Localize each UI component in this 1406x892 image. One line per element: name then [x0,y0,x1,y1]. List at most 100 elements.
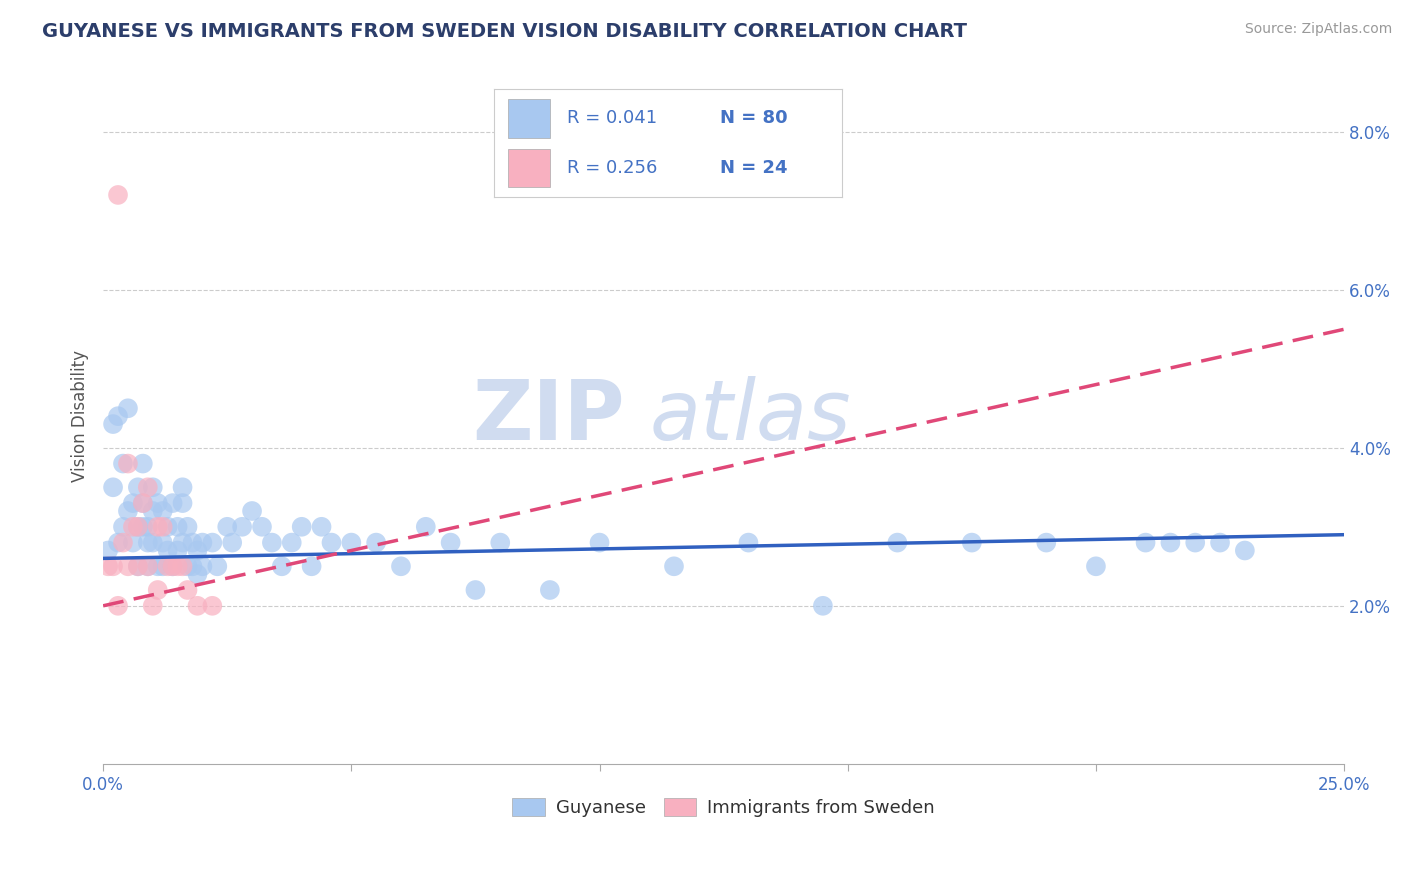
Point [156,543,179,558]
Point [181,559,204,574]
Point [207,559,229,574]
Point [340,535,363,549]
Point [281,535,304,549]
Point [107,535,129,549]
Point [152,520,174,534]
Point [117,559,139,574]
Point [662,559,685,574]
Point [886,535,908,549]
Point [136,559,159,574]
Point [122,520,145,534]
Point [166,559,188,574]
Point [162,496,184,510]
Point [107,409,129,424]
Point [146,496,169,510]
Point [166,520,188,534]
Point [172,480,194,494]
Point [111,535,134,549]
Point [156,520,179,534]
Point [231,520,253,534]
Point [127,559,149,574]
Point [132,496,155,510]
Point [415,520,437,534]
Point [186,567,208,582]
Legend: Guyanese, Immigrants from Sweden: Guyanese, Immigrants from Sweden [505,790,942,824]
Point [117,457,139,471]
Point [1159,535,1181,549]
Point [240,504,263,518]
Point [588,535,610,549]
Point [176,582,198,597]
Point [1084,559,1107,574]
Point [311,520,333,534]
Point [176,520,198,534]
Point [172,535,194,549]
Point [101,559,124,574]
Point [152,504,174,518]
Point [191,535,214,549]
Point [172,496,194,510]
Point [162,559,184,574]
Point [221,535,243,549]
Point [737,535,759,549]
Point [132,457,155,471]
Point [136,535,159,549]
Point [152,535,174,549]
Text: GUYANESE VS IMMIGRANTS FROM SWEDEN VISION DISABILITY CORRELATION CHART: GUYANESE VS IMMIGRANTS FROM SWEDEN VISIO… [42,22,967,41]
Point [1135,535,1157,549]
Point [1233,543,1256,558]
Point [1209,535,1232,549]
Point [107,599,129,613]
Point [142,535,165,549]
Point [101,417,124,431]
Point [132,520,155,534]
Point [176,559,198,574]
Point [250,520,273,534]
Point [186,543,208,558]
Point [186,599,208,613]
Point [107,188,129,202]
Point [136,480,159,494]
Point [127,559,149,574]
Point [122,496,145,510]
Point [97,543,120,558]
Point [191,559,214,574]
Point [117,504,139,518]
Point [101,480,124,494]
Point [301,559,323,574]
Point [270,559,292,574]
Point [127,520,149,534]
Point [464,582,486,597]
Y-axis label: Vision Disability: Vision Disability [72,351,89,483]
Point [366,535,388,549]
Point [146,559,169,574]
Point [181,535,204,549]
Point [960,535,983,549]
Point [142,504,165,518]
Point [132,496,155,510]
Point [142,480,165,494]
Point [201,535,224,549]
Point [260,535,283,549]
Text: Source: ZipAtlas.com: Source: ZipAtlas.com [1244,22,1392,37]
Point [291,520,314,534]
Point [136,520,159,534]
Point [111,457,134,471]
Point [321,535,343,549]
Point [217,520,239,534]
Point [117,401,139,416]
Point [146,520,169,534]
Point [152,559,174,574]
Point [538,582,561,597]
Point [127,520,149,534]
Point [166,543,188,558]
Point [136,559,159,574]
Point [97,559,120,574]
Point [172,559,194,574]
Point [122,535,145,549]
Point [389,559,412,574]
Point [146,582,169,597]
Text: atlas: atlas [650,376,851,457]
Point [1035,535,1057,549]
Point [127,480,149,494]
